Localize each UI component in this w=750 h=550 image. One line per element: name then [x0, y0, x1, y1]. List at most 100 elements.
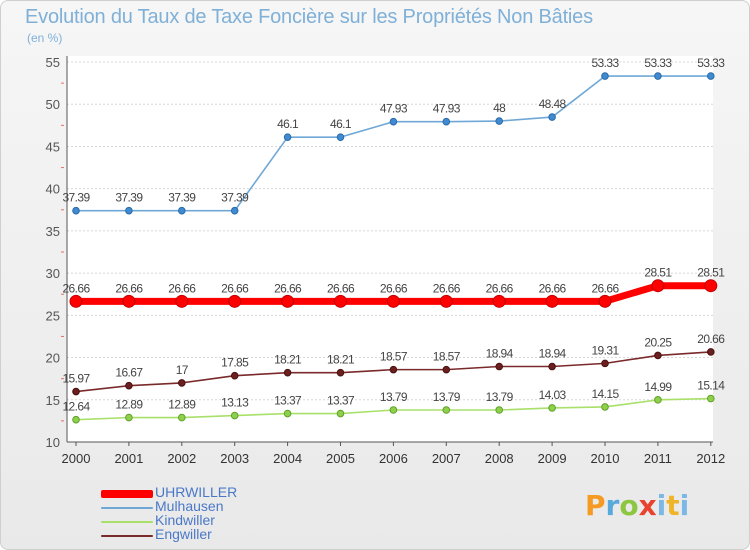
data-label-kindwiller: 15.14 — [697, 379, 725, 393]
x-tick-label: 2004 — [273, 451, 302, 466]
legend-label: Kindwiller — [155, 512, 215, 528]
x-tick-label: 2005 — [326, 451, 355, 466]
data-label-engwiller: 18.57 — [380, 350, 408, 364]
data-label-uhrwiller: 28.51 — [697, 266, 725, 280]
data-point-kindwiller — [495, 406, 504, 414]
data-label-uhrwiller: 26.66 — [380, 281, 408, 295]
data-label-mulhausen: 53.33 — [644, 56, 672, 70]
data-label-engwiller: 18.94 — [486, 347, 514, 361]
data-point-mulhausen — [125, 206, 133, 215]
data-label-engwiller: 20.25 — [644, 335, 672, 349]
data-label-kindwiller: 13.37 — [274, 394, 302, 408]
x-tick-label: 2009 — [538, 451, 567, 466]
data-label-uhrwiller: 26.66 — [221, 281, 249, 295]
data-point-engwiller — [336, 368, 345, 377]
y-tick-label: 40 — [46, 182, 60, 197]
data-label-uhrwiller: 26.66 — [274, 281, 302, 295]
chart-title: Evolution du Taux de Taxe Foncière sur l… — [25, 6, 593, 28]
data-point-engwiller — [72, 387, 80, 396]
y-tick-label: 15 — [46, 393, 60, 408]
data-point-mulhausen — [178, 206, 186, 215]
data-point-mulhausen — [601, 72, 609, 80]
data-label-uhrwiller: 26.66 — [168, 281, 196, 295]
x-tick-label: 2007 — [432, 451, 461, 466]
data-point-uhrwiller — [598, 294, 612, 308]
x-tick-label: 2002 — [167, 451, 196, 466]
data-label-kindwiller: 12.89 — [115, 398, 143, 412]
data-label-kindwiller: 14.15 — [591, 387, 619, 401]
data-point-uhrwiller — [228, 294, 242, 308]
data-label-mulhausen: 48 — [493, 101, 506, 115]
x-tick-label: 2008 — [485, 451, 514, 466]
x-tick-label: 2011 — [644, 451, 672, 466]
y-tick-label: 55 — [46, 55, 60, 70]
data-point-uhrwiller — [492, 294, 506, 308]
data-label-kindwiller: 13.13 — [221, 396, 249, 410]
data-label-mulhausen: 47.93 — [433, 102, 461, 116]
data-label-kindwiller: 13.79 — [380, 390, 408, 404]
x-tick-label: 2006 — [379, 451, 408, 466]
data-point-kindwiller — [72, 415, 80, 424]
data-label-mulhausen: 37.39 — [62, 191, 90, 205]
legend-swatch — [101, 490, 153, 498]
data-point-kindwiller — [230, 411, 239, 420]
data-point-engwiller — [178, 379, 186, 387]
y-tick-label: 20 — [46, 351, 60, 366]
data-point-engwiller — [230, 371, 239, 380]
y-tick-label: 35 — [46, 224, 60, 239]
data-label-mulhausen: 48.48 — [539, 97, 567, 111]
data-label-uhrwiller: 28.51 — [644, 266, 672, 280]
data-point-kindwiller — [178, 413, 186, 422]
data-point-kindwiller — [548, 404, 556, 412]
proxiti-logo: Proxiti — [585, 489, 690, 522]
data-label-kindwiller: 14.03 — [539, 388, 567, 402]
data-label-mulhausen: 37.39 — [221, 191, 249, 205]
x-tick-label: 2003 — [220, 451, 249, 466]
data-point-kindwiller — [125, 413, 133, 422]
data-label-engwiller: 18.21 — [327, 353, 355, 367]
data-label-uhrwiller: 26.66 — [486, 281, 514, 295]
data-label-engwiller: 17 — [176, 363, 189, 377]
y-tick-label: 45 — [46, 139, 60, 154]
y-tick-label: 25 — [46, 308, 60, 323]
data-label-kindwiller: 13.79 — [433, 390, 461, 404]
data-label-engwiller: 16.67 — [115, 366, 143, 380]
x-tick-label: 2012 — [696, 451, 725, 466]
y-tick-label: 50 — [46, 97, 60, 112]
data-point-uhrwiller — [175, 294, 189, 308]
data-point-mulhausen — [230, 206, 239, 215]
data-label-engwiller: 18.57 — [433, 350, 461, 364]
x-tick-label: 2001 — [114, 451, 143, 466]
data-point-kindwiller — [283, 409, 292, 418]
data-label-mulhausen: 47.93 — [380, 102, 408, 116]
y-unit-label: (en %) — [27, 31, 63, 45]
data-point-mulhausen — [389, 117, 398, 126]
data-label-kindwiller: 14.99 — [644, 380, 672, 394]
legend-swatch — [101, 521, 153, 523]
data-point-uhrwiller — [281, 294, 295, 308]
data-point-engwiller — [283, 368, 292, 377]
data-point-kindwiller — [442, 406, 451, 414]
data-label-uhrwiller: 26.66 — [115, 281, 143, 295]
data-point-mulhausen — [442, 117, 451, 126]
data-point-mulhausen — [707, 72, 715, 80]
data-label-mulhausen: 37.39 — [115, 191, 143, 205]
data-point-kindwiller — [389, 406, 398, 414]
data-label-kindwiller: 12.89 — [168, 398, 196, 412]
data-label-mulhausen: 53.33 — [697, 56, 725, 70]
legend-swatch — [101, 507, 153, 509]
data-label-engwiller: 20.66 — [697, 332, 725, 346]
data-label-mulhausen: 37.39 — [168, 191, 196, 205]
legend-label: Engwiller — [155, 526, 212, 542]
x-tick-label: 2000 — [62, 451, 91, 466]
data-point-uhrwiller — [122, 294, 136, 308]
data-point-mulhausen — [495, 117, 504, 125]
data-label-kindwiller: 13.79 — [486, 390, 514, 404]
data-point-uhrwiller — [545, 294, 559, 308]
data-point-engwiller — [125, 381, 133, 390]
data-point-mulhausen — [336, 133, 345, 141]
legend-label: UHRWILLER — [155, 484, 238, 500]
data-point-uhrwiller — [69, 294, 83, 308]
